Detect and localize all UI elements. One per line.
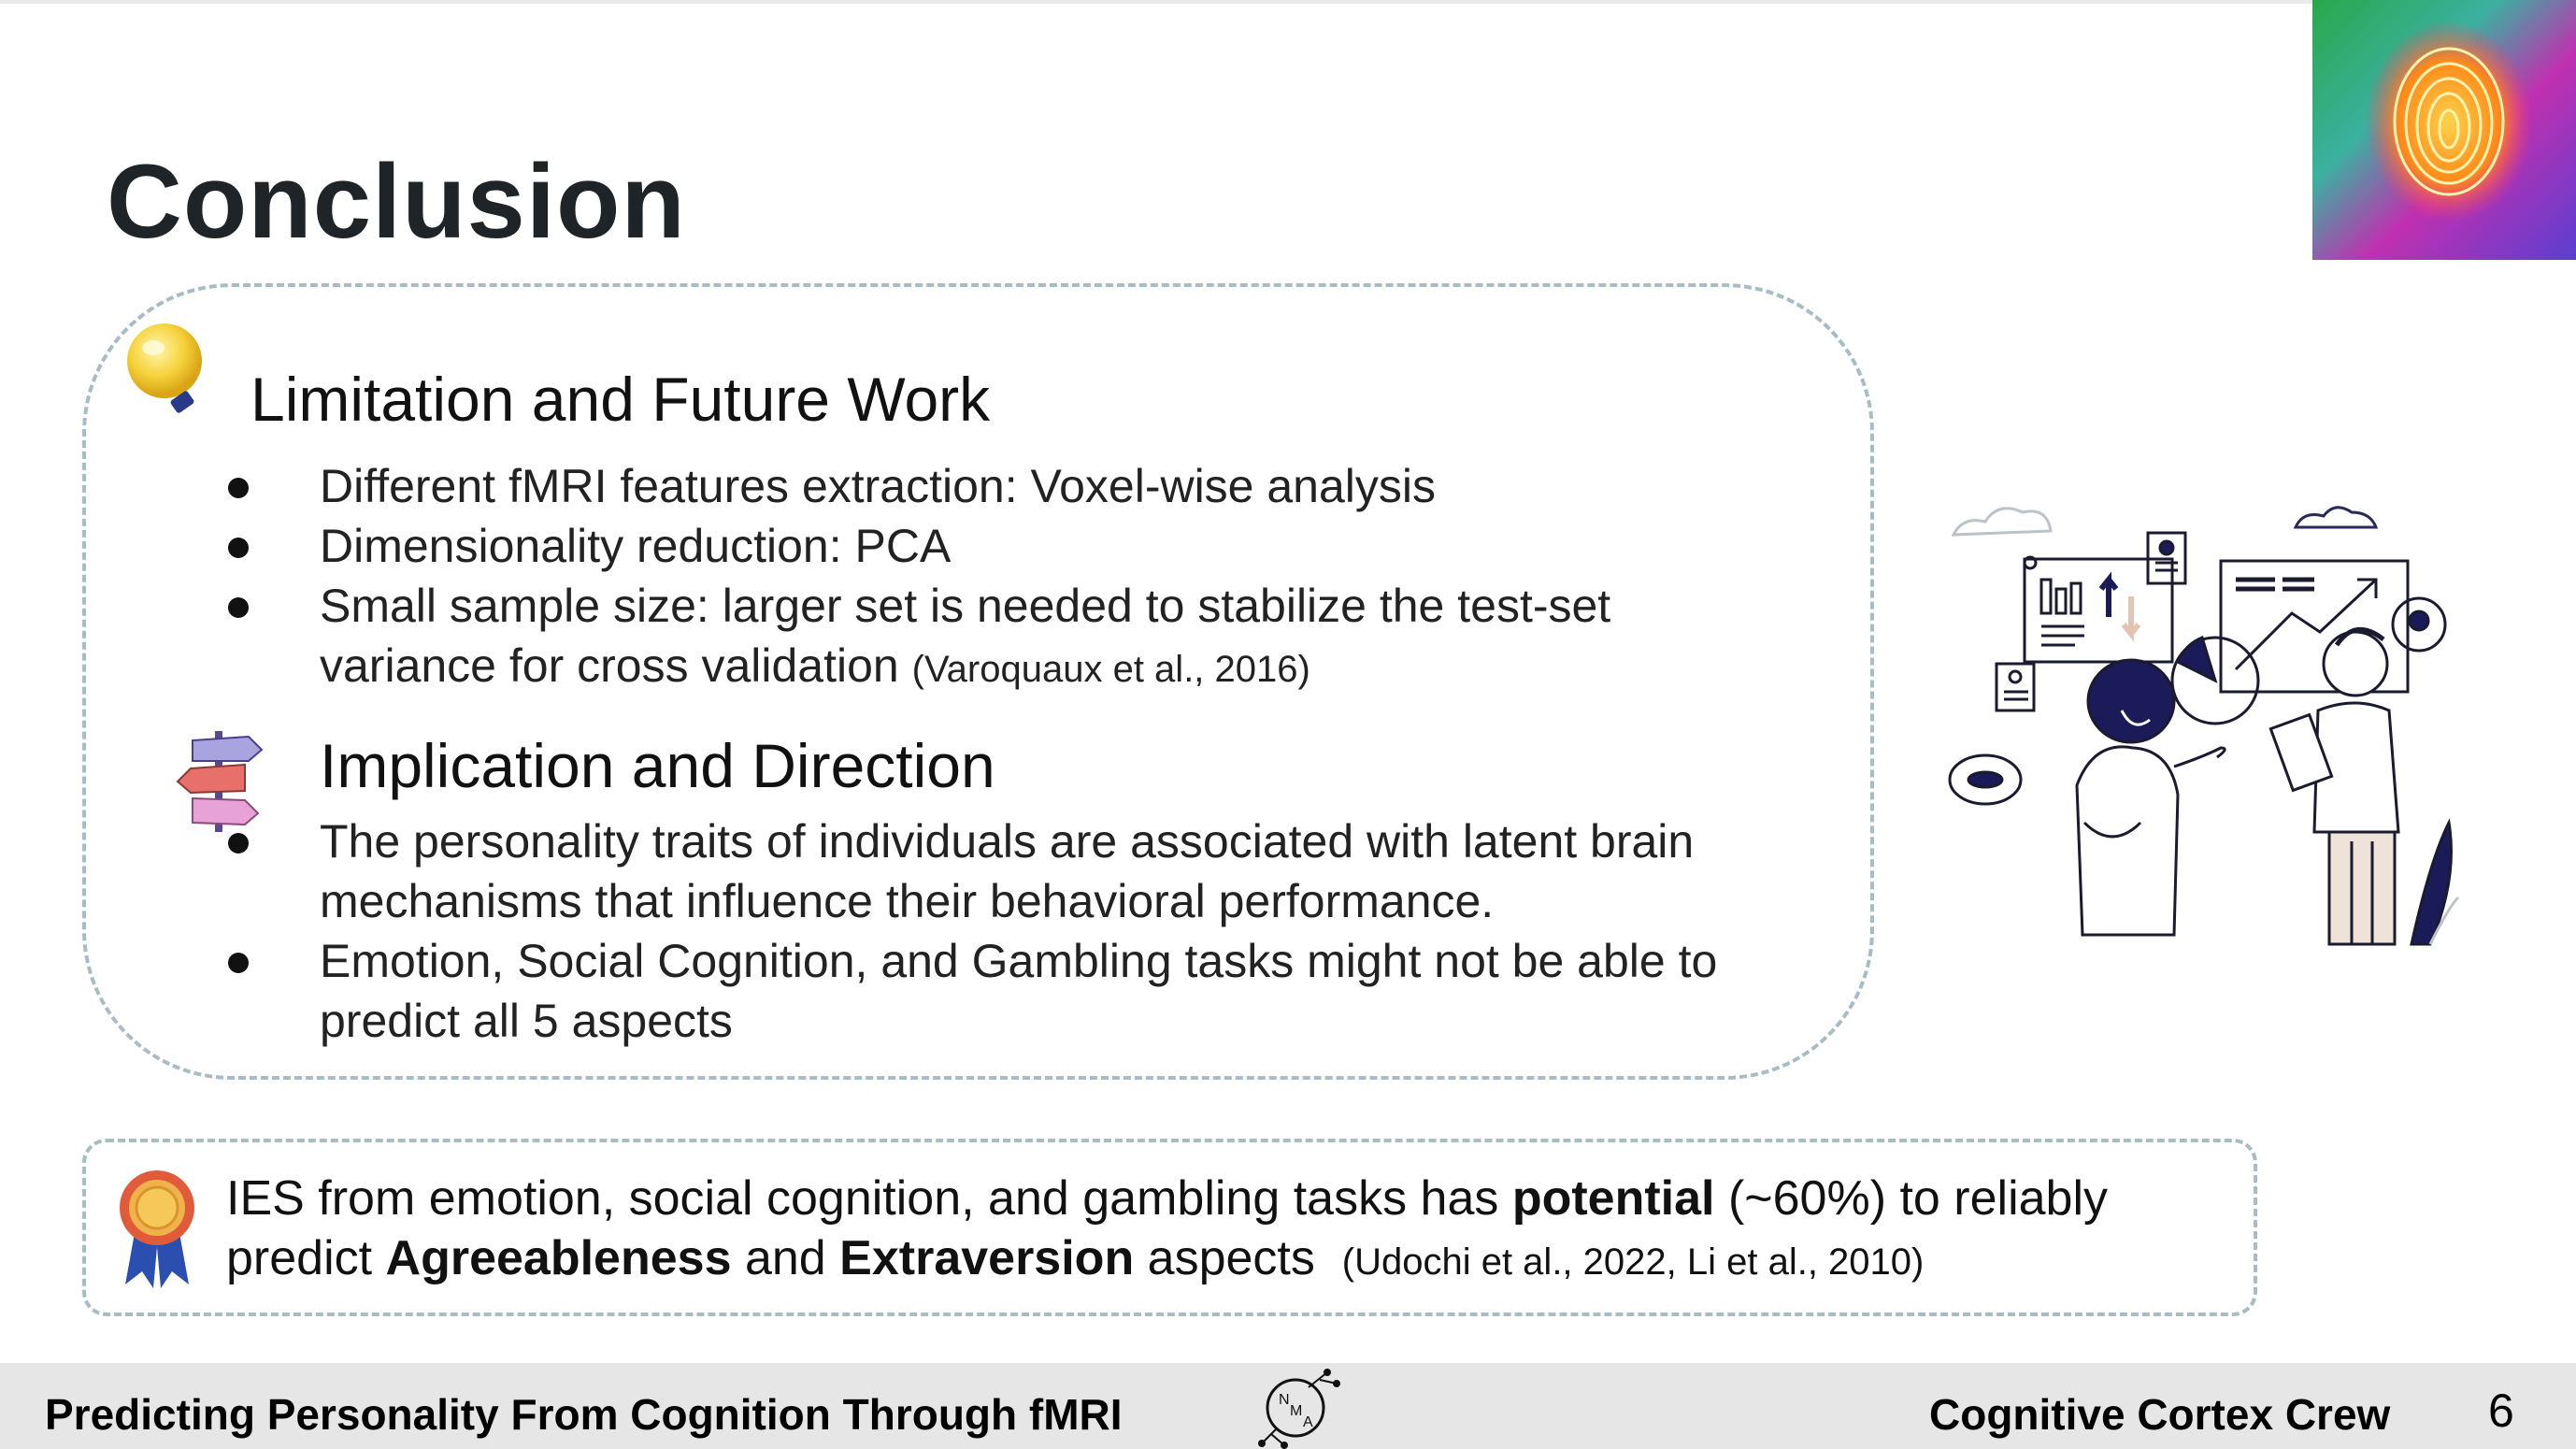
implication-heading: Implication and Direction <box>320 731 995 800</box>
bullet-dot <box>228 953 249 973</box>
conclusion-text: IES from emotion, social cognition, and … <box>226 1171 2109 1285</box>
slide-title: Conclusion <box>107 143 686 260</box>
bullet-dot <box>228 597 249 618</box>
svg-text:A: A <box>1303 1414 1313 1430</box>
list-item: Different fMRI features extraction: Voxe… <box>228 456 1853 516</box>
top-border <box>0 0 2576 4</box>
bullet-dot <box>228 538 249 558</box>
conclusion-box <box>82 1139 2257 1316</box>
page-number: 6 <box>2488 1384 2514 1437</box>
bullet-dot <box>228 478 249 498</box>
footer-project-title: Predicting Personality From Cognition Th… <box>45 1390 1123 1439</box>
svg-text:M: M <box>1290 1403 1302 1419</box>
limitations-box <box>82 283 1874 1080</box>
limitation-heading: Limitation and Future Work <box>250 365 991 434</box>
citation: (Udochi et al., 2022, Li et al., 2010) <box>1341 1241 1925 1283</box>
fingerprint-image <box>2312 0 2576 260</box>
footer-team-name: Cognitive Cortex Crew <box>1929 1390 2391 1439</box>
bullet-dot <box>228 833 249 854</box>
list-item: Dimensionality reduction: PCA <box>228 516 1853 576</box>
limitation-list: Different fMRI features extraction: Voxe… <box>228 456 1853 699</box>
implication-list: The personality traits of individuals ar… <box>228 811 1853 1051</box>
signpost-icon <box>176 731 264 832</box>
citation: (Varoquaux et al., 2016) <box>911 649 1310 690</box>
list-item: The personality traits of individuals ar… <box>228 811 1815 931</box>
emphasis: potential <box>1511 1171 1715 1226</box>
emphasis: Agreeableness <box>385 1231 732 1285</box>
emphasis: Extraversion <box>839 1231 1135 1285</box>
list-item: Small sample size: larger set is needed … <box>228 576 1778 699</box>
svg-text:N: N <box>1279 1392 1290 1408</box>
lightbulb-icon <box>127 323 202 413</box>
nma-logo-icon: N M A <box>1258 1369 1340 1449</box>
award-ribbon-icon <box>120 1170 194 1288</box>
list-item: Emotion, Social Cognition, and Gambling … <box>228 931 1853 1051</box>
data-analysis-illustration <box>1948 506 2460 946</box>
